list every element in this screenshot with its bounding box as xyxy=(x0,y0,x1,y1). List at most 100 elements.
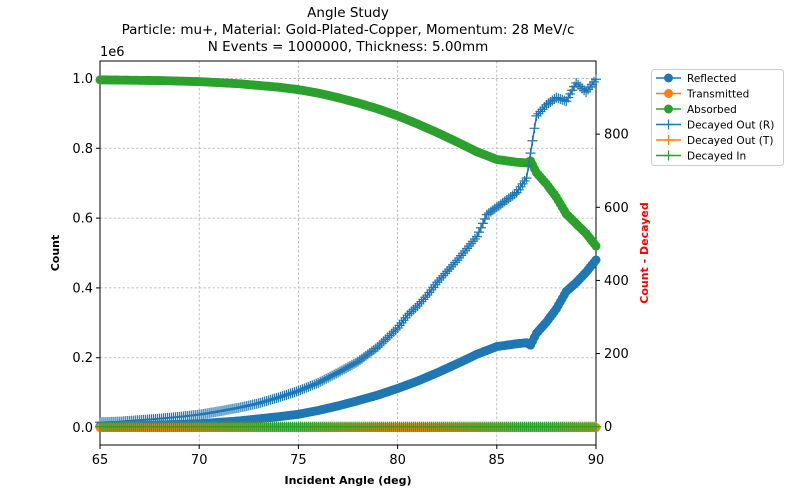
data-point xyxy=(344,361,355,372)
data-point xyxy=(333,367,344,378)
data-point xyxy=(331,368,342,379)
data-point xyxy=(307,380,318,391)
legend-marker xyxy=(663,135,674,145)
data-point xyxy=(446,261,457,272)
data-point xyxy=(418,294,429,305)
x-tick-label: 65 xyxy=(92,453,109,468)
y-right-tick-label: 400 xyxy=(604,274,629,289)
data-point xyxy=(525,148,536,159)
data-point xyxy=(279,390,290,401)
data-point xyxy=(319,374,330,385)
data-point xyxy=(591,421,601,432)
data-point xyxy=(438,270,449,281)
legend-label: Decayed In xyxy=(687,151,746,163)
data-point xyxy=(523,160,534,171)
data-point xyxy=(585,81,596,92)
y-left-axis-label: Count xyxy=(49,235,62,272)
data-point xyxy=(317,375,328,386)
data-point xyxy=(442,266,453,277)
data-point xyxy=(273,392,284,403)
data-point xyxy=(535,106,546,117)
data-point xyxy=(471,231,482,242)
legend-marker xyxy=(664,104,673,114)
legend-frame xyxy=(651,69,784,166)
data-point xyxy=(432,277,443,288)
data-point xyxy=(521,173,532,184)
data-point xyxy=(303,381,314,392)
y-left-tick-label: 1.0 xyxy=(72,72,93,87)
x-axis-ticks: 65 70 75 80 85 90 xyxy=(92,445,604,468)
data-point xyxy=(475,222,486,233)
data-point xyxy=(277,391,288,402)
y-right-tick-label: 200 xyxy=(604,347,629,362)
data-point xyxy=(283,389,294,400)
data-point xyxy=(323,372,334,383)
data-point xyxy=(281,389,292,400)
data-point xyxy=(428,282,439,293)
data-point xyxy=(335,366,346,377)
legend-label: Transmitted xyxy=(686,89,749,101)
data-point xyxy=(452,255,463,266)
data-point xyxy=(414,298,425,309)
title-line-3: N Events = 1000000, Thickness: 5.00mm xyxy=(208,39,489,55)
data-point xyxy=(285,388,296,399)
data-point xyxy=(313,377,324,388)
data-point xyxy=(392,322,403,333)
title-line-1: Angle Study xyxy=(307,5,389,21)
data-point xyxy=(456,250,467,261)
data-point xyxy=(327,370,338,381)
legend-label: Decayed Out (T) xyxy=(687,135,773,147)
data-point xyxy=(422,290,433,301)
y-right-axis-label: Count - Decayed xyxy=(638,202,651,303)
data-point xyxy=(337,365,348,376)
data-point xyxy=(473,227,484,238)
data-point xyxy=(462,243,473,254)
data-point xyxy=(448,259,459,270)
axes-frame xyxy=(99,60,597,446)
data-point xyxy=(551,92,562,103)
data-point xyxy=(325,371,336,382)
data-point xyxy=(309,379,320,390)
series-decayed-in xyxy=(95,421,601,432)
legend-marker xyxy=(664,73,673,83)
legend-label: Decayed Out (R) xyxy=(687,120,774,132)
data-point xyxy=(289,387,300,398)
data-point xyxy=(454,252,465,263)
data-point xyxy=(579,85,590,96)
data-point xyxy=(440,268,451,279)
data-point xyxy=(434,275,445,286)
y-left-tick-label: 0.8 xyxy=(72,142,93,157)
data-point xyxy=(301,382,312,393)
data-point xyxy=(591,241,601,251)
y-left-tick-label: 0.4 xyxy=(72,281,93,296)
legend-marker xyxy=(663,119,674,130)
data-point xyxy=(477,218,488,229)
legend: Reflected Transmitted Absorbed Decayed Out … xyxy=(651,69,784,166)
data-point xyxy=(295,385,306,396)
data-point xyxy=(400,312,411,323)
data-point xyxy=(430,279,441,290)
title-line-2: Particle: mu+, Material: Gold-Plated-Cop… xyxy=(122,22,575,38)
data-point xyxy=(583,84,594,95)
data-point xyxy=(587,79,598,90)
data-point xyxy=(305,381,316,392)
data-point xyxy=(394,320,405,331)
y-right-axis-ticks: 0 200 400 600 800 xyxy=(596,128,629,435)
data-point xyxy=(396,317,407,328)
data-point xyxy=(529,123,540,134)
data-point xyxy=(479,213,490,224)
y-left-offset-label: 1e6 xyxy=(100,45,125,60)
x-tick-label: 75 xyxy=(290,453,307,468)
x-axis-label: Incident Angle (deg) xyxy=(284,474,411,487)
data-point xyxy=(424,287,435,298)
y-left-tick-label: 0.2 xyxy=(72,351,93,366)
data-point xyxy=(464,241,475,252)
data-point xyxy=(467,236,478,247)
y-right-tick-label: 0 xyxy=(604,420,612,435)
data-point xyxy=(416,296,427,307)
data-point xyxy=(469,233,480,244)
data-point xyxy=(287,387,298,398)
data-point xyxy=(275,391,286,402)
data-point xyxy=(557,94,568,105)
data-point xyxy=(293,385,304,396)
